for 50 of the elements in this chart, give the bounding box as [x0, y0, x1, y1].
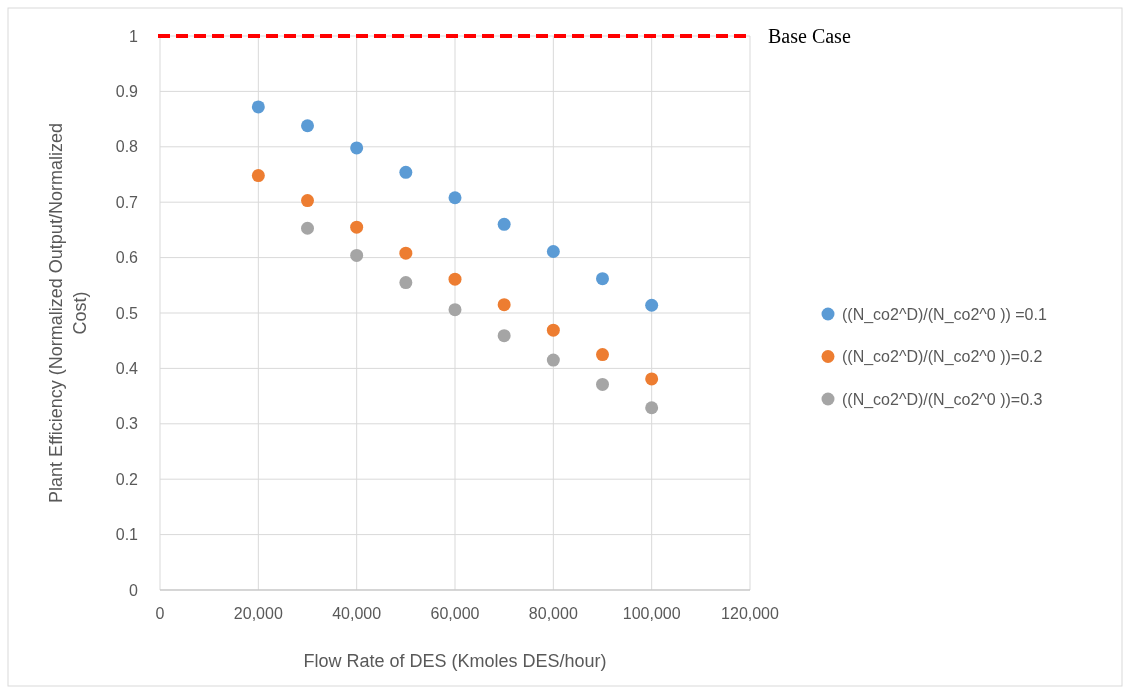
point	[596, 272, 609, 286]
legend-label: ((N_co2^D)/(N_co2^0 )) =0.1	[842, 305, 1047, 324]
x-tick-label: 40,000	[332, 605, 382, 622]
y-tick-label: 0.2	[115, 470, 139, 488]
legend-label: ((N_co2^D)/(N_co2^0 ))=0.2	[842, 348, 1043, 367]
y-tick-label: 0.6	[115, 249, 139, 267]
y-tick-label: 0.1	[115, 526, 139, 544]
point	[596, 377, 609, 391]
point	[448, 191, 462, 205]
y-tick-label: 0.4	[115, 360, 139, 377]
y-tick-label: 0.9	[115, 83, 139, 100]
x-tick-label: 60,000	[430, 605, 480, 622]
point	[251, 169, 265, 183]
point	[350, 141, 364, 155]
ref-line-label: Base Case	[768, 25, 851, 47]
legend-label: ((N_co2^D)/(N_co2^0 ))=0.3	[842, 390, 1043, 409]
point	[497, 298, 511, 312]
y-tick-label: 0.3	[115, 415, 139, 433]
y-tick-label: 0.5	[115, 304, 139, 322]
point	[448, 272, 462, 286]
point	[448, 303, 462, 317]
y-tick-label: 0	[129, 581, 139, 599]
point	[645, 401, 659, 415]
point	[645, 298, 659, 312]
point	[596, 348, 609, 362]
y-tick-label: 0.7	[115, 193, 139, 211]
y-tick-label: 0.8	[115, 138, 139, 156]
point	[350, 248, 364, 262]
x-tick-label: 20,000	[233, 605, 283, 622]
y-tick-label: 1	[129, 27, 139, 45]
x-tick-label: 120,000	[721, 605, 780, 622]
y-axis-title: Plant Efficiency (Normalized Output/Normalized Cost)	[46, 123, 90, 503]
point	[399, 246, 413, 260]
point	[350, 220, 364, 234]
point	[301, 194, 314, 208]
x-tick-label: 100,000	[622, 605, 681, 622]
point	[251, 100, 265, 114]
point	[645, 372, 659, 386]
x-tick-label: 80,000	[528, 605, 578, 622]
point	[497, 217, 511, 231]
point	[301, 119, 314, 133]
point	[497, 329, 511, 343]
point	[546, 245, 560, 259]
x-tick-label: 0	[155, 605, 165, 622]
point	[301, 221, 314, 235]
x-axis-title: Flow Rate of DES (Kmoles DES/hour)	[303, 651, 607, 671]
point	[546, 353, 560, 367]
point	[399, 165, 413, 179]
point	[399, 276, 413, 290]
point	[546, 323, 560, 337]
